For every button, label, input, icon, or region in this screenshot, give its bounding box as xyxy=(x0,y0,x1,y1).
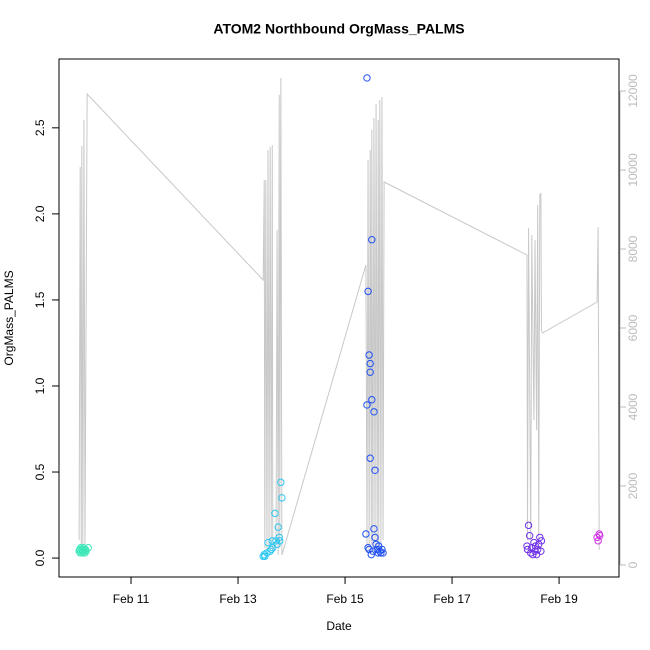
y-tick-label: 2.0 xyxy=(33,205,47,222)
x-tick-label: Feb 11 xyxy=(113,592,150,606)
data-point xyxy=(524,521,533,530)
data-point xyxy=(81,549,89,557)
y2-tick-label: 6000 xyxy=(626,314,640,341)
data-point xyxy=(367,550,375,559)
data-point xyxy=(369,547,377,555)
data-point xyxy=(274,523,282,531)
y2-tick-label: 8000 xyxy=(626,235,640,262)
chart-title: ATOM2 Northbound OrgMass_PALMS xyxy=(213,21,464,37)
data-point xyxy=(365,351,373,359)
y2-tick-label: 0 xyxy=(626,561,640,568)
plot-frame xyxy=(58,58,620,578)
x-tick-label: Feb 15 xyxy=(326,592,364,606)
data-point xyxy=(370,408,378,416)
data-point xyxy=(370,525,378,533)
x-axis-label: Date xyxy=(326,619,352,633)
data-point xyxy=(536,533,544,542)
data-point xyxy=(363,74,371,82)
data-point xyxy=(594,537,602,545)
data-point xyxy=(362,530,370,538)
y2-tick-label: 2000 xyxy=(626,472,640,499)
data-point xyxy=(368,235,376,244)
data-point xyxy=(377,549,385,557)
data-point xyxy=(523,542,531,550)
data-point xyxy=(366,368,374,376)
altitude-line xyxy=(78,77,600,556)
data-point xyxy=(537,547,545,555)
data-point xyxy=(276,537,284,545)
data-point xyxy=(537,537,546,545)
data-point xyxy=(275,533,283,542)
data-point xyxy=(264,538,272,547)
data-point xyxy=(379,549,387,557)
data-point xyxy=(364,544,372,552)
y2-tick-label: 10000 xyxy=(626,153,640,187)
data-point xyxy=(84,544,92,552)
y2-axis: 0 2000 4000 6000 8000 10000 12000 xyxy=(619,74,640,568)
data-point xyxy=(530,538,538,547)
data-point xyxy=(596,531,604,540)
y-axis-label: OrgMass_PALMS xyxy=(2,270,16,365)
y-tick-label: 1.5 xyxy=(33,291,47,308)
data-point xyxy=(267,545,275,554)
data-point xyxy=(277,478,285,487)
y-tick-label: 0.0 xyxy=(33,549,47,566)
data-point xyxy=(278,494,286,502)
x-tick-label: Feb 17 xyxy=(433,592,471,606)
data-point xyxy=(368,396,376,404)
data-point xyxy=(378,545,386,554)
data-point xyxy=(371,466,379,475)
y2-tick-label: 4000 xyxy=(626,393,640,420)
data-point xyxy=(271,509,279,518)
y-tick-label: 1.0 xyxy=(33,377,47,394)
data-point xyxy=(364,287,372,296)
x-tick-label: Feb 13 xyxy=(219,592,257,606)
data-point xyxy=(363,401,371,409)
data-point xyxy=(525,531,534,540)
data-point xyxy=(366,359,374,368)
y-tick-label: 0.5 xyxy=(33,463,47,480)
data-point xyxy=(268,537,276,545)
y-tick-label: 2.5 xyxy=(33,119,47,136)
data-point xyxy=(366,454,374,462)
x-tick-label: Feb 19 xyxy=(540,592,578,606)
y2-tick-label: 12000 xyxy=(626,74,640,108)
data-point xyxy=(371,533,379,542)
